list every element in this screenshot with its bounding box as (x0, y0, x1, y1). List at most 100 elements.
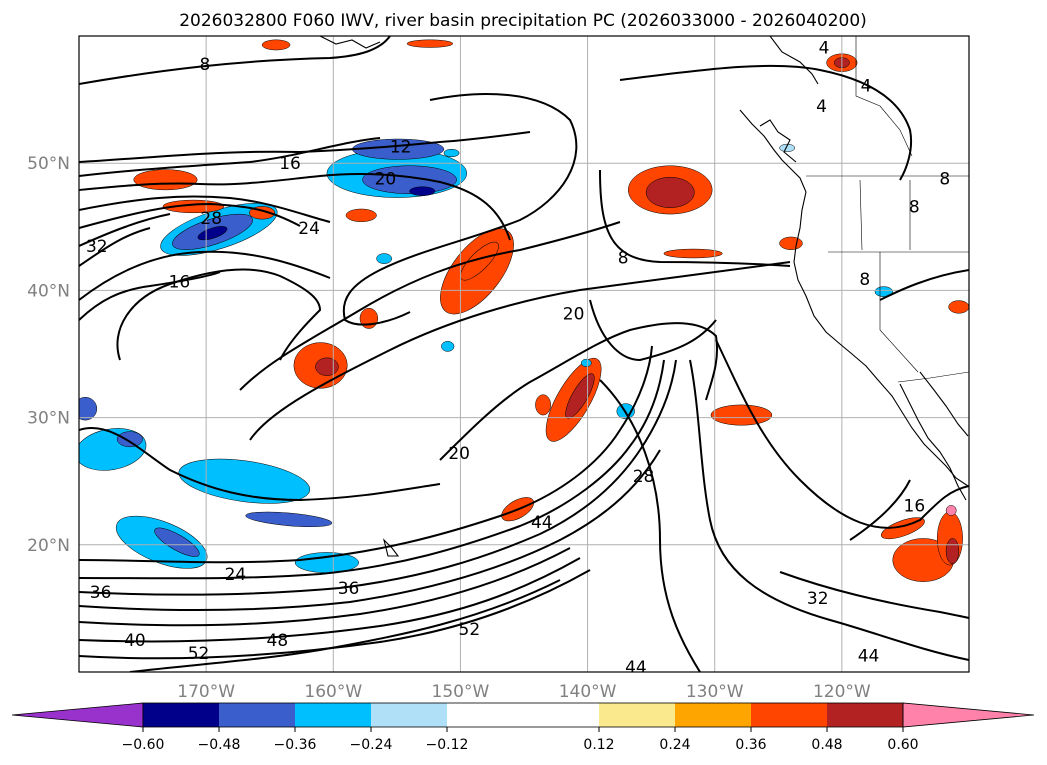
contour-label: 44 (625, 658, 647, 678)
iwv-contour (79, 547, 571, 627)
iwv-contour (599, 169, 791, 267)
x-tick-label: 120°W (813, 682, 871, 702)
y-tick-label: 30°N (27, 409, 70, 429)
colorbar-tick-label: −0.48 (198, 737, 241, 753)
precip-pc-region (178, 458, 311, 504)
precip-pc-region (441, 341, 455, 352)
contour-label: 4 (861, 77, 872, 97)
iwv-contour (79, 137, 381, 177)
contour-label: 8 (618, 248, 629, 268)
plot-area (79, 36, 969, 672)
colorbar-segment (599, 703, 675, 727)
colorbar-tick-label: −0.24 (350, 737, 393, 753)
iwv-contour (689, 359, 969, 661)
iwv-contour (779, 571, 969, 619)
iwv-contour (79, 213, 171, 247)
contour-label: 12 (390, 138, 412, 158)
precip-pc-region (197, 226, 228, 241)
y-tick-label: 40°N (27, 281, 70, 301)
iwv-contour (79, 427, 441, 502)
colorbar-segment (751, 703, 827, 727)
colorbar-segment (675, 703, 751, 727)
iwv-contour (79, 359, 665, 580)
contour-label: 4 (819, 38, 830, 58)
colorbar-frame (142, 702, 904, 728)
y-axis-ticks: 20°N 30°N 40°N 50°N (27, 154, 70, 556)
precip-pc-region (663, 248, 723, 259)
iwv-contour (589, 299, 717, 362)
contour-label: 4 (816, 97, 827, 117)
colorbar-segment (827, 703, 903, 727)
precip-pc-region (116, 431, 143, 448)
iwv-contour (879, 269, 969, 301)
contour-label: 20 (563, 304, 585, 324)
colorbar-tick-label: 0.24 (659, 737, 690, 753)
iwv-contours (79, 36, 969, 672)
contour-label: 8 (909, 197, 920, 217)
iwv-contour (79, 202, 301, 229)
contour-label: 16 (169, 272, 191, 292)
colorbar-extend-low (11, 702, 144, 728)
iwv-contour (79, 36, 391, 85)
iwv-contour (79, 227, 151, 267)
contour-label: 32 (807, 589, 829, 609)
iwv-contour (249, 261, 791, 441)
precip-pc-region (645, 176, 695, 208)
y-tick-label: 20°N (27, 536, 70, 556)
border-us-mexico (897, 371, 969, 383)
contour-label: 16 (904, 496, 926, 516)
colorbar: −0.60 −0.48 −0.36 −0.24 −0.12 0.12 0.24 0.36 0.4… (11, 702, 1035, 753)
contour-label: 8 (939, 169, 950, 189)
iwv-contour (79, 359, 677, 596)
contour-label: 48 (267, 631, 289, 651)
iwv-contour (619, 64, 912, 181)
colorbar-tick-label: 0.36 (735, 737, 766, 753)
border-states-west (828, 179, 969, 373)
coastline-alaska (769, 36, 819, 85)
colorbar-tick-label: −0.60 (122, 737, 165, 753)
iwv-contour (849, 479, 911, 541)
precip-pc-region (779, 236, 803, 250)
gridlines (79, 36, 969, 672)
iwv-contour (79, 271, 221, 321)
colorbar-segment (447, 703, 599, 727)
chart-title: 2026032800 F060 IWV, river basin precipi… (179, 11, 867, 31)
colorbar-tick-label: 0.48 (811, 737, 842, 753)
coastline-gulf-california (919, 371, 969, 437)
precip-pc-region (948, 300, 969, 314)
coastline-islands-bc (759, 119, 797, 163)
contour-label: 20 (448, 444, 470, 464)
colorbar-tick-label: 0.12 (583, 737, 614, 753)
colorbar-segment (143, 703, 219, 727)
precip-pc-region (580, 358, 592, 367)
contour-label: 40 (124, 631, 146, 651)
iwv-contour (79, 131, 531, 163)
contour-label: 28 (633, 467, 655, 487)
x-axis-ticks: 170°W 160°W 150°W 140°W 130°W 120°W (177, 682, 871, 702)
x-tick-label: 170°W (177, 682, 235, 702)
precip-pc-region (261, 39, 291, 51)
iwv-contour (129, 579, 561, 672)
precip-pc-region (315, 357, 339, 376)
contour-label: 52 (188, 644, 210, 664)
coastline-layer (319, 36, 969, 557)
precip-pc-region (376, 253, 393, 264)
contour-label: 8 (859, 270, 870, 290)
iwv-contour (239, 221, 621, 391)
iwv-contour (715, 339, 969, 529)
contour-label: 44 (531, 513, 553, 533)
colorbar-segment (371, 703, 447, 727)
colorbar-segment (295, 703, 371, 727)
iwv-contour (599, 379, 701, 672)
iwv-contour (79, 449, 661, 612)
colorbar-tick-label: 0.60 (887, 737, 918, 753)
precip-pc-region (345, 208, 377, 222)
precip-pc-region (779, 143, 796, 153)
colorbar-tick-label: −0.36 (274, 737, 317, 753)
colorbar-extend-high (902, 702, 1035, 728)
precip-pc-region (409, 186, 436, 196)
coastline-baja (899, 383, 967, 501)
iwv-contour (79, 569, 591, 660)
